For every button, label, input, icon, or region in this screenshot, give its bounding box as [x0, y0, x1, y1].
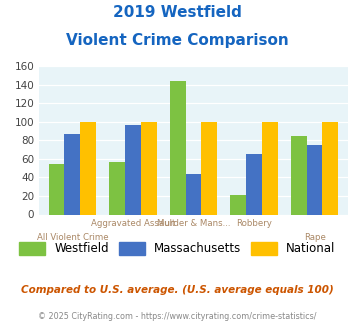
Bar: [109, 162, 125, 214]
Bar: [186, 174, 201, 214]
Text: Violent Crime Comparison: Violent Crime Comparison: [66, 33, 289, 48]
Bar: [230, 195, 246, 215]
Bar: [65, 134, 80, 214]
Bar: [80, 122, 96, 214]
Text: Robbery: Robbery: [236, 219, 272, 228]
Text: Aggravated Assault: Aggravated Assault: [91, 219, 175, 228]
Bar: [49, 164, 65, 214]
Bar: [262, 122, 278, 214]
Text: All Violent Crime: All Violent Crime: [37, 233, 108, 242]
Bar: [307, 145, 322, 214]
Bar: [291, 136, 307, 214]
Text: 2019 Westfield: 2019 Westfield: [113, 5, 242, 20]
Legend: Westfield, Massachusetts, National: Westfield, Massachusetts, National: [15, 237, 340, 260]
Bar: [201, 122, 217, 214]
Bar: [322, 122, 338, 214]
Bar: [246, 154, 262, 214]
Text: © 2025 CityRating.com - https://www.cityrating.com/crime-statistics/: © 2025 CityRating.com - https://www.city…: [38, 312, 317, 321]
Bar: [170, 81, 186, 214]
Text: Rape: Rape: [304, 233, 326, 242]
Bar: [141, 122, 157, 214]
Text: Compared to U.S. average. (U.S. average equals 100): Compared to U.S. average. (U.S. average …: [21, 285, 334, 295]
Text: Murder & Mans...: Murder & Mans...: [157, 219, 230, 228]
Bar: [125, 125, 141, 214]
